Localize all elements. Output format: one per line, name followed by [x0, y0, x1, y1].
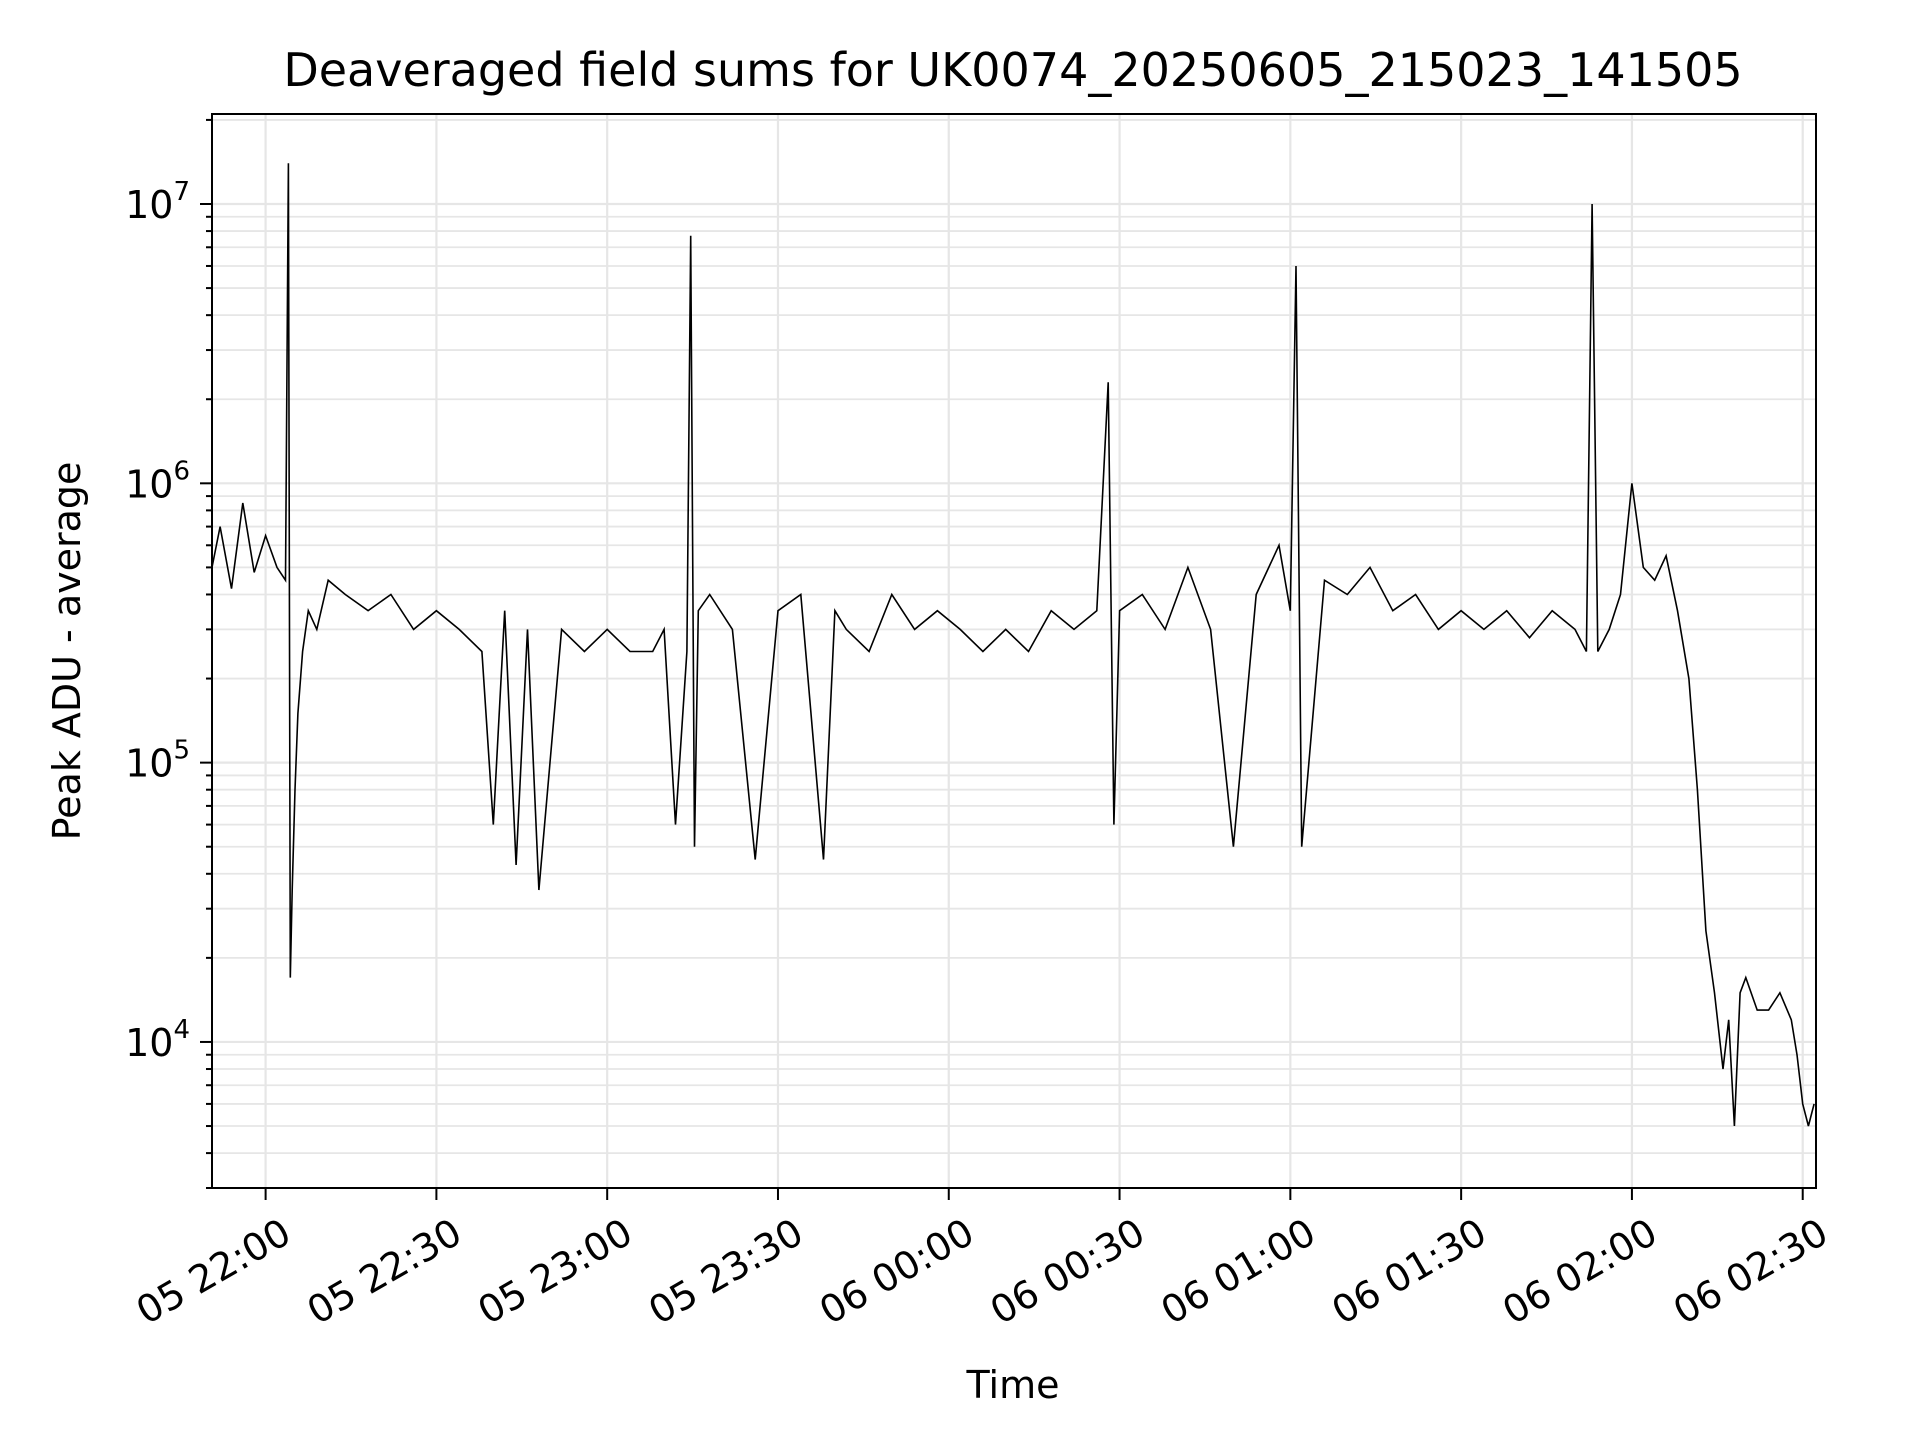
series-line-0	[211, 163, 1815, 1127]
y-tick-exponent: 7	[173, 177, 190, 207]
y-axis-label: Peak ADU - average	[45, 462, 89, 841]
y-tick-base: 10	[125, 742, 173, 786]
x-tick-label: 06 00:30	[983, 1210, 1152, 1333]
y-tick-base: 10	[125, 1021, 173, 1065]
y-tick-label: 107	[125, 177, 190, 227]
x-tick-label: 06 00:00	[812, 1210, 981, 1333]
x-tick-label: 05 22:00	[129, 1210, 298, 1333]
x-tick-label: 05 22:30	[300, 1210, 469, 1333]
series-group	[211, 163, 1815, 1127]
x-tick-label: 06 01:00	[1154, 1210, 1323, 1333]
x-axis-label: Time	[966, 1363, 1060, 1407]
x-tick-label: 06 02:30	[1666, 1210, 1835, 1333]
y-tick-label: 106	[125, 456, 190, 506]
ticks: 05 22:00 05 22:30 05 23:00 05 23:30 06 00:00…	[125, 118, 1835, 1333]
grid	[212, 114, 1816, 1189]
x-tick-label: 05 23:00	[471, 1210, 640, 1333]
y-tick-base: 10	[125, 462, 173, 506]
y-tick-base: 10	[125, 183, 173, 227]
x-tick-label: 06 02:00	[1495, 1210, 1664, 1333]
y-tick-label: 105	[125, 736, 190, 786]
y-tick-exponent: 5	[173, 736, 190, 766]
y-tick-exponent: 4	[173, 1015, 190, 1045]
y-tick-exponent: 6	[173, 456, 190, 486]
y-tick-label: 104	[125, 1015, 190, 1065]
plot-frame	[211, 113, 1817, 1189]
x-tick-label: 06 01:30	[1324, 1210, 1493, 1333]
chart-title: Deaveraged field sums for UK0074_2025060…	[283, 43, 1742, 97]
x-tick-label: 05 23:30	[641, 1210, 810, 1333]
